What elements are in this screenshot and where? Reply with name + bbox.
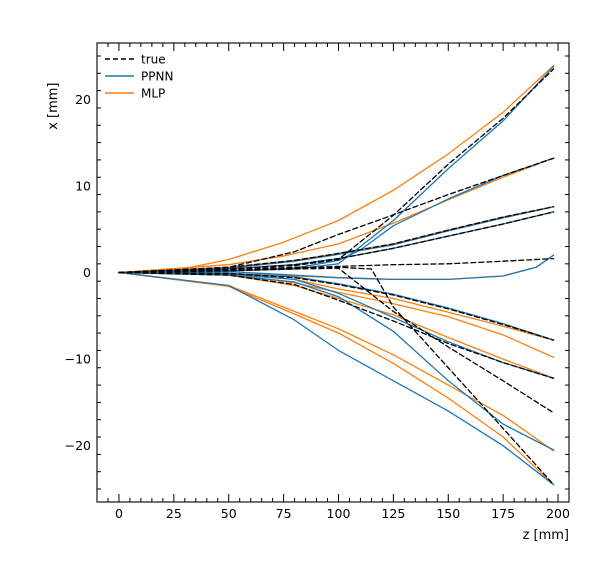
legend-label-true: true [141, 53, 166, 67]
series-ppnn-track-1 [118, 65, 555, 274]
series-true-track-4 [118, 211, 555, 274]
series-ppnn-track-5 [118, 254, 555, 281]
series-ppnn-track-9 [118, 271, 555, 486]
y-tick-label: 0 [83, 265, 91, 280]
ticks: 0 25 50 75 100 125 150 175 200 −20 −10 0 10 20 [65, 43, 570, 521]
series-true-track-1 [118, 68, 555, 274]
x-tick-label: 75 [276, 506, 292, 521]
series-mlp-track-9 [118, 271, 555, 452]
plot-frame [96, 42, 570, 503]
series-mlp-track-2 [118, 157, 555, 274]
x-tick-label: 125 [381, 506, 405, 521]
series-true-track-7 [118, 267, 555, 414]
x-tick-label: 150 [436, 506, 460, 521]
x-tick-label: 200 [546, 506, 570, 521]
y-tick-label: 10 [75, 178, 91, 193]
series-true-track-3 [118, 206, 555, 274]
legend: true PPNN MLP [105, 53, 173, 101]
y-tick-label: −20 [65, 438, 91, 453]
x-tick-label: 50 [221, 506, 237, 521]
series-ppnn-track-3 [118, 206, 555, 274]
x-tick-label: 0 [115, 506, 123, 521]
x-axis-label: z [mm] [523, 528, 569, 543]
y-axis-label: x [mm] [46, 83, 61, 130]
series-true-track-8 [118, 271, 555, 379]
series-ppnn-track-2 [118, 157, 555, 274]
legend-label-ppnn: PPNN [141, 70, 173, 84]
x-tick-label: 100 [327, 506, 351, 521]
series-mlp-track-10 [118, 271, 555, 486]
series-true-track-9 [118, 266, 555, 486]
series-true-track-2 [118, 157, 555, 274]
x-tick-label: 175 [491, 506, 515, 521]
plot-lines [118, 64, 555, 486]
legend-label-mlp: MLP [141, 87, 165, 101]
y-tick-label: 20 [75, 92, 91, 107]
y-tick-label: −10 [65, 352, 91, 367]
series-true-track-6 [118, 271, 555, 341]
series-mlp-track-1 [118, 64, 555, 274]
series-mlp-track-6 [118, 271, 555, 359]
series-mlp-track-3 [118, 206, 555, 274]
x-tick-label: 25 [166, 506, 182, 521]
